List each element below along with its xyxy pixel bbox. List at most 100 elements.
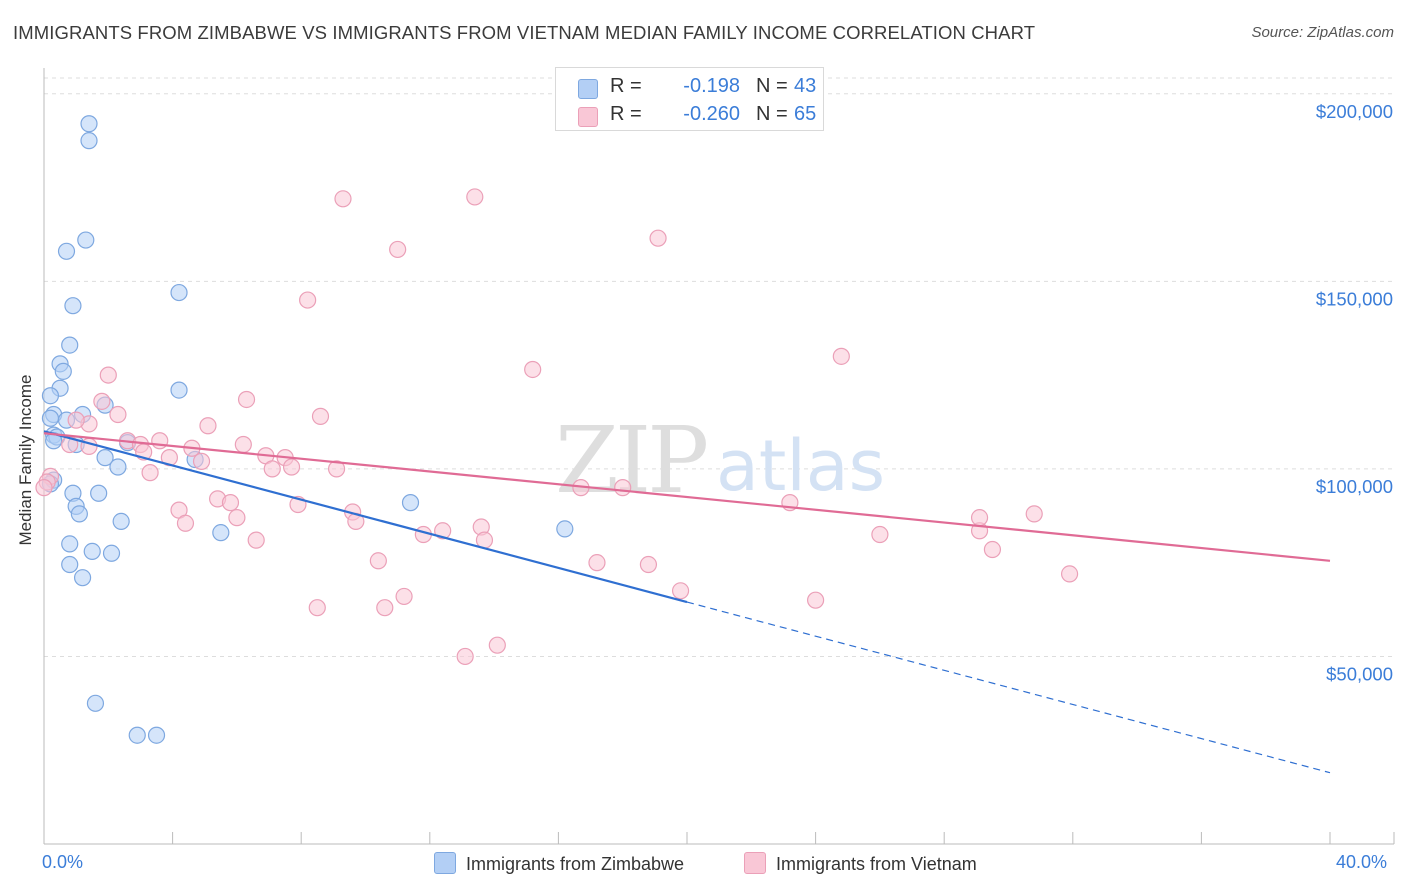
zimbabwe-point [70, 505, 88, 523]
zimbabwe-point [556, 520, 574, 538]
vietnam-point [588, 554, 606, 572]
watermark-atlas: atlas [716, 425, 885, 507]
vietnam-point [434, 522, 452, 540]
vietnam-point [389, 240, 407, 259]
vietnam-point [395, 587, 413, 606]
zimbabwe-point [112, 512, 130, 530]
vietnam-point [806, 591, 825, 609]
vietnam-point [35, 479, 53, 497]
zimbabwe-trend-extension [686, 601, 1331, 774]
zimbabwe-point [64, 297, 82, 315]
zimbabwe-point [170, 381, 188, 399]
vietnam-point [228, 509, 246, 527]
vietnam-point [488, 636, 506, 654]
vietnam-point [308, 599, 326, 617]
watermark-zip: ZIP [555, 407, 706, 514]
vietnam-point [671, 582, 690, 600]
vietnam-point [1060, 565, 1079, 583]
y-tick-label: $200,000 [1316, 101, 1393, 122]
zimbabwe-point [86, 694, 105, 712]
zimbabwe-point [212, 524, 230, 542]
legend-n-value: 65 [794, 103, 817, 125]
vietnam-point [614, 479, 632, 497]
zimbabwe-point [90, 484, 108, 502]
vietnam-point [832, 347, 850, 365]
bottom-legend-swatch-vietnam [744, 852, 766, 874]
vietnam-point [141, 464, 159, 482]
vietnam-point [983, 540, 1002, 559]
zimbabwe-point [41, 387, 60, 405]
zimbabwe-point [41, 409, 60, 427]
y-tick-label: $100,000 [1316, 476, 1393, 497]
vietnam-point [109, 405, 127, 424]
legend-n-value: 43 [794, 75, 817, 97]
zimbabwe-point [83, 542, 101, 561]
vietnam-point [369, 552, 387, 570]
vietnam-point [524, 360, 542, 379]
legend-r-label: R = [610, 103, 642, 125]
zimbabwe-point [61, 555, 79, 574]
zimbabwe-point [128, 726, 146, 744]
vietnam-point [311, 407, 330, 425]
vietnam-point [234, 435, 252, 454]
chart-title: IMMIGRANTS FROM ZIMBABWE VS IMMIGRANTS F… [13, 22, 1036, 43]
zimbabwe-point [77, 231, 95, 249]
x-tick-label-min: 0.0% [42, 852, 84, 872]
vietnam-point [970, 509, 989, 527]
vietnam-point [376, 599, 394, 617]
vietnam-point [871, 525, 889, 544]
vietnam-point [176, 514, 195, 532]
legend-r-value: -0.260 [683, 103, 740, 125]
zimbabwe-point [147, 726, 166, 744]
legend-swatch-vietnam [578, 107, 598, 127]
vietnam-point [247, 531, 265, 549]
legend-swatch-zimbabwe [578, 79, 598, 99]
vietnam-trend-line [43, 432, 1331, 562]
correlation-legend: R = -0.198 N = 43 R = -0.260 N = 65 [555, 67, 824, 131]
vietnam-point [67, 411, 85, 429]
bottom-legend-vietnam: Immigrants from Vietnam [744, 852, 977, 875]
legend-r-label: R = [610, 75, 642, 97]
y-axis-label: Median Family Income [16, 374, 35, 546]
zimbabwe-point [61, 535, 79, 553]
bottom-legend-label-vietnam: Immigrants from Vietnam [776, 854, 977, 874]
vietnam-point [327, 460, 346, 478]
bottom-legend-swatch-zimbabwe [434, 852, 456, 874]
zimbabwe-point [80, 115, 98, 133]
vietnam-point [263, 460, 281, 478]
vietnam-point [639, 555, 658, 574]
vietnam-point [199, 417, 217, 435]
legend-r-value: -0.198 [683, 75, 740, 97]
vietnam-point [466, 188, 484, 206]
vietnam-point [192, 452, 211, 470]
vietnam-point [334, 190, 352, 208]
bottom-legend-label-zimbabwe: Immigrants from Zimbabwe [466, 854, 685, 874]
legend-n-label: N = [756, 75, 788, 97]
vietnam-point [1025, 505, 1043, 523]
vietnam-point [93, 392, 111, 410]
legend-n-label: N = [756, 103, 788, 125]
y-tick-label: $150,000 [1316, 288, 1393, 309]
zimbabwe-point [80, 132, 98, 150]
vietnam-point [221, 494, 240, 512]
vietnam-point [237, 390, 256, 409]
zimbabwe-point [61, 336, 79, 354]
zimbabwe-point [109, 458, 127, 476]
zimbabwe-point [96, 449, 114, 467]
vietnam-point [649, 229, 667, 247]
vietnam-point [299, 291, 317, 309]
vietnam-point [456, 647, 474, 666]
zimbabwe-point [102, 544, 121, 562]
y-tick-label: $50,000 [1326, 663, 1393, 684]
vietnam-point [99, 366, 117, 384]
zimbabwe-point [57, 242, 76, 260]
zimbabwe-point [170, 283, 188, 302]
zimbabwe-point [73, 569, 92, 587]
bottom-legend-zimbabwe: Immigrants from Zimbabwe [434, 852, 684, 875]
zimbabwe-point [401, 494, 420, 512]
zimbabwe-point [45, 432, 63, 450]
zimbabwe-trend-line [43, 430, 688, 604]
source-credit: Source: ZipAtlas.com [1251, 24, 1394, 41]
zimbabwe-point [54, 362, 72, 380]
